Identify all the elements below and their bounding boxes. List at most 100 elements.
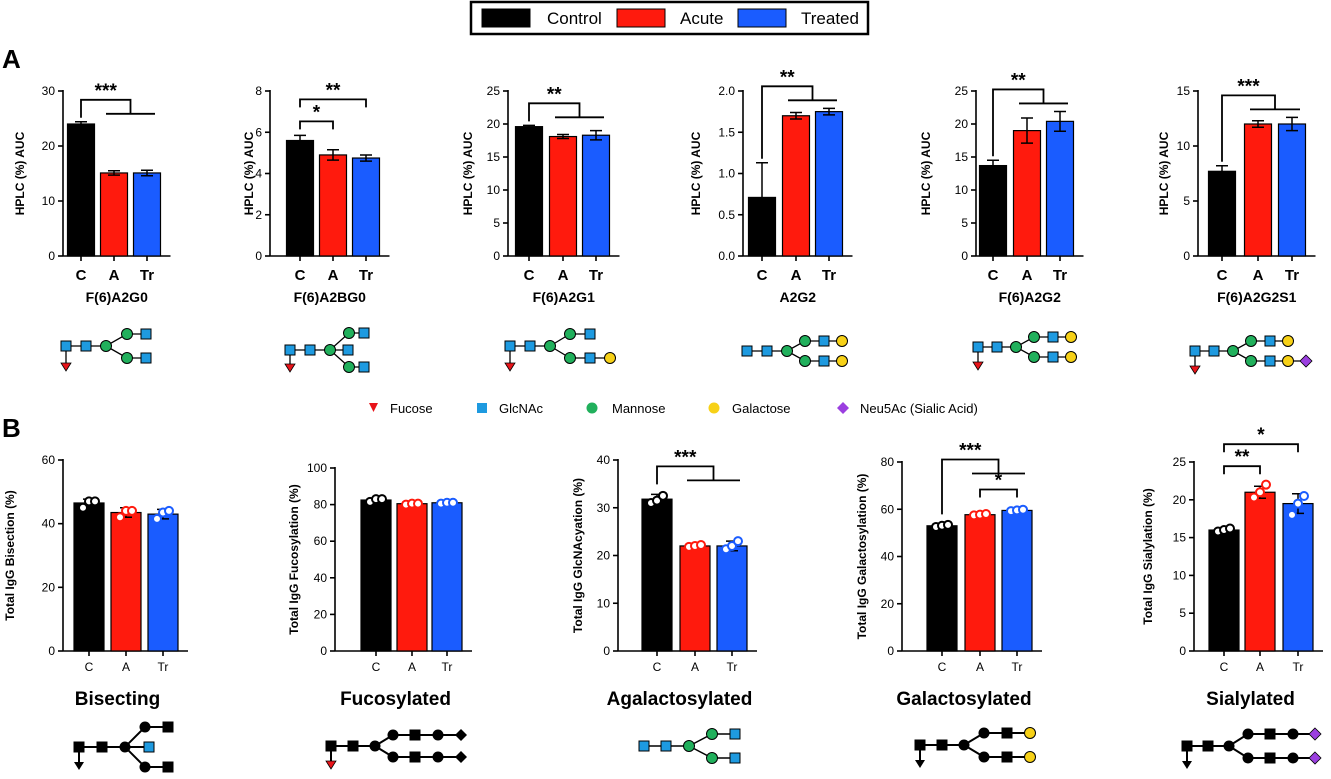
error-bar: [823, 107, 835, 116]
error-bar: [987, 159, 999, 172]
x-tick-label: A: [791, 267, 802, 284]
x-tick-label: Tr: [1285, 267, 1299, 284]
glycan-structure-a5: [972, 331, 1077, 371]
x-tick-label: C: [653, 660, 662, 674]
x-tick-label: Tr: [1053, 267, 1067, 284]
bar-Tr: [351, 157, 381, 257]
y-tick-label: 0: [48, 644, 55, 658]
significance-label: ***: [1237, 76, 1260, 97]
significance-bracket: [80, 98, 155, 118]
legend-label-acute: Acute: [680, 9, 723, 28]
data-point: [696, 539, 706, 550]
data-point: [658, 490, 668, 501]
legend-frame: [469, 0, 870, 36]
y-tick-label: 30: [597, 501, 611, 515]
y-tick-label: 0: [48, 249, 55, 263]
bar-A: [99, 172, 129, 257]
y-axis-label: Total IgG Galactosylation (%): [855, 474, 869, 640]
y-tick-label: 25: [955, 84, 969, 98]
x-tick-label: C: [938, 660, 947, 674]
y-axis-label: HPLC (%) AUC: [242, 131, 256, 215]
y-tick-label: 10: [955, 183, 969, 197]
chart-3: 0 5 10 15 20 25 C A Tr F(6)A2G1 HPLC (%) AUC **: [461, 84, 620, 305]
y-tick-label: 5: [493, 216, 500, 230]
bar-C: [641, 498, 673, 652]
chart-title: A2G2: [779, 289, 816, 305]
error-bar: [1021, 117, 1033, 144]
error-bar: [756, 162, 768, 233]
x-tick-label: C: [988, 267, 999, 284]
y-tick-label: 10: [487, 183, 501, 197]
y-tick-label: 10: [42, 194, 56, 208]
y-tick-label: 20: [881, 597, 895, 611]
bar-C: [285, 139, 315, 257]
y-tick-label: 30: [42, 84, 56, 98]
error-bar: [790, 111, 802, 120]
y-tick-label: 6: [255, 125, 262, 139]
significance-bracket: [299, 98, 367, 108]
y-tick-label: 15: [1177, 84, 1191, 98]
neu5ac-diamond-icon: [837, 402, 849, 414]
chart-title: F(6)A2G0: [86, 289, 148, 305]
y-axis-label: HPLC (%) AUC: [461, 131, 475, 215]
error-bar: [294, 134, 306, 147]
glycan-structure-bisecting: [73, 721, 174, 773]
error-bar: [1252, 119, 1264, 129]
error-bar: [1054, 110, 1066, 133]
x-tick-label: C: [295, 267, 306, 284]
error-bar: [590, 129, 602, 141]
glycan-legend-fucose: Fucose: [390, 401, 433, 416]
y-tick-label: 20: [42, 139, 56, 153]
y-tick-label: 20: [1173, 493, 1187, 507]
y-tick-label: 15: [487, 150, 501, 164]
x-tick-label: A: [1256, 660, 1264, 674]
data-point: [152, 513, 162, 524]
legend-label-treated: Treated: [801, 9, 859, 28]
error-bar: [75, 121, 87, 127]
data-point: [1287, 509, 1297, 520]
chart-5: 0 5 10 15 20 25 C A Tr F(6)A2G2 HPLC (%) AUC **: [919, 70, 1084, 305]
chart-9: 0 10 20 30 40 C A Tr Agalactosylated Total IgG Gl…: [571, 447, 757, 710]
y-tick-label: 0: [493, 249, 500, 263]
galactose-circle-icon: [708, 402, 720, 414]
error-bar: [141, 169, 153, 177]
y-tick-label: 20: [597, 549, 611, 563]
data-point: [1249, 492, 1259, 503]
y-tick-label: 20: [955, 117, 969, 131]
glycan-structure-a6: [1189, 335, 1313, 375]
y-tick-label: 1.5: [718, 125, 735, 139]
x-tick-label: C: [1220, 660, 1229, 674]
chart-title: Fucosylated: [340, 689, 451, 710]
chart-title: Agalactosylated: [607, 689, 753, 710]
legend-swatch-control: [481, 8, 531, 28]
bar-C: [360, 499, 392, 652]
bar-C: [514, 126, 544, 257]
significance-label: ***: [674, 447, 697, 468]
bar-A: [548, 135, 578, 257]
y-tick-label: 0.0: [718, 249, 735, 263]
data-point: [1293, 498, 1303, 509]
chart-title: F(6)A2G2S1: [1217, 289, 1297, 305]
y-tick-label: 10: [597, 596, 611, 610]
error-bar: [557, 133, 569, 140]
significance-label: *: [313, 102, 321, 123]
chart-1: 0 10 20 30 C A Tr F(6)A2G0 HPLC (%) AUC ***: [13, 81, 171, 305]
data-point: [1299, 491, 1309, 502]
significance-bracket: [761, 85, 837, 159]
x-tick-label: Tr: [589, 267, 603, 284]
significance-label: **: [547, 84, 562, 105]
bar-Tr: [147, 513, 179, 652]
error-bar: [360, 154, 372, 162]
y-tick-label: 40: [42, 517, 56, 531]
x-tick-label: A: [691, 660, 699, 674]
y-tick-label: 0: [320, 644, 327, 658]
x-tick-label: A: [122, 660, 130, 674]
glycan-structure-a4: [741, 335, 848, 367]
bar-C: [73, 502, 105, 652]
bar-Tr: [581, 134, 611, 257]
bar-A: [1243, 123, 1273, 257]
y-tick-label: 20: [42, 580, 56, 594]
chart-title: Sialylated: [1206, 689, 1295, 710]
significance-bracket: [299, 120, 334, 130]
data-point: [1261, 479, 1271, 490]
